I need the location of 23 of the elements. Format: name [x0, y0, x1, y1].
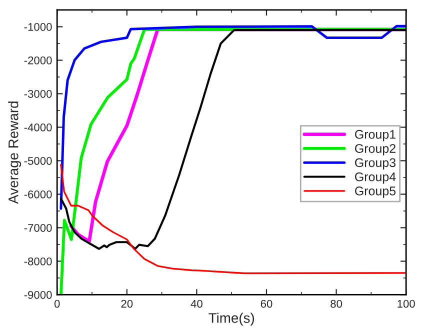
legend-label: Group3 — [355, 158, 396, 170]
y-tick-label: -3000 — [24, 90, 52, 98]
y-tick-label: -6000 — [24, 190, 52, 198]
legend-label: Group5 — [355, 186, 396, 198]
y-tick-label: -7000 — [24, 224, 52, 232]
x-tick-label: 80 — [330, 300, 342, 308]
x-tick-label: 20 — [121, 300, 133, 308]
y-tick-label: -2000 — [24, 56, 52, 64]
y-tick-label: -4000 — [24, 123, 52, 132]
x-axis-title: Time(s) — [208, 312, 254, 326]
x-tick-label: 100 — [398, 300, 415, 308]
legend-label: Group4 — [355, 172, 396, 184]
x-tick-label: 40 — [190, 300, 202, 308]
y-tick-label: -5000 — [24, 156, 52, 165]
y-tick-label: -8000 — [24, 257, 52, 266]
line-series — [60, 24, 406, 210]
y-axis-title: Average Reward — [8, 102, 22, 204]
x-tick-label: 60 — [260, 300, 272, 308]
legend-label: Group2 — [355, 144, 396, 156]
y-tick-label: -9000 — [24, 290, 52, 299]
x-tick-label: 0 — [54, 300, 60, 308]
legend-label: Group1 — [355, 130, 396, 142]
y-tick-label: -1000 — [24, 23, 52, 31]
